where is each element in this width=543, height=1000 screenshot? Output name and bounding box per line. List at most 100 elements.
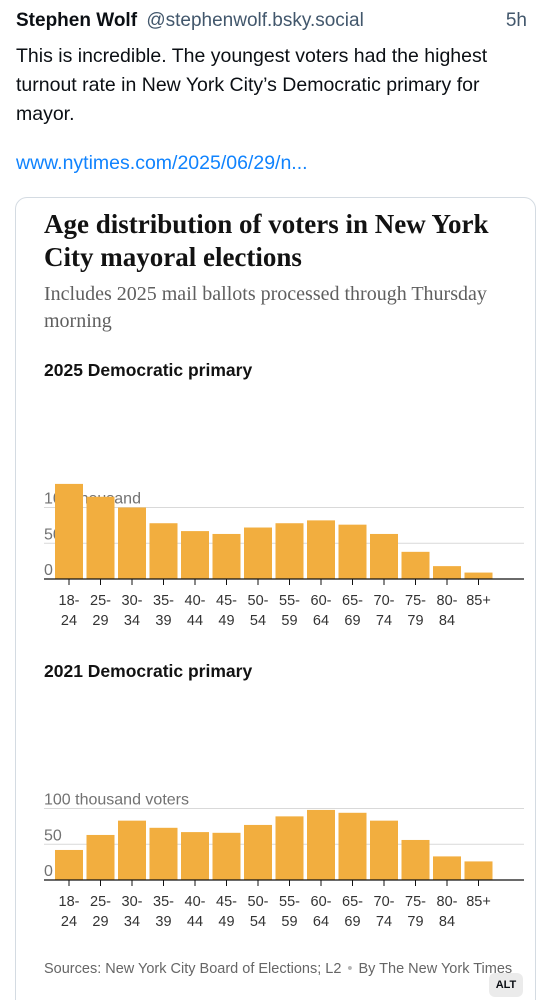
x-tick-label: 84 [439,613,455,629]
chart-2025-title: 2025 Democratic primary [44,360,253,380]
bar [118,820,146,880]
x-tick-label: 85+ [466,894,491,910]
chart-2021-title: 2021 Democratic primary [44,661,253,681]
x-tick-label: 65- [342,593,363,609]
x-tick-label: 30- [122,593,143,609]
x-tick-label: 39 [155,613,171,629]
bar [401,839,430,880]
bar [86,496,115,579]
y-tick-label: 0 [44,562,53,579]
x-tick-label: 84 [439,914,455,930]
x-tick-label: 65- [342,894,363,910]
x-tick-label: 24 [61,914,77,930]
bar [212,832,241,880]
x-tick-label: 69 [344,613,360,629]
y-tick-label: 0 [44,863,53,880]
bar [433,566,461,579]
x-tick-label: 18- [59,894,80,910]
x-tick-label: 54 [250,914,266,930]
x-tick-label: 64 [313,914,329,930]
x-tick-label: 79 [407,914,423,930]
x-tick-label: 75- [405,593,426,609]
post-header: Stephen Wolf @stephenwolf.bsky.social 5h [16,10,535,36]
x-tick-label: 74 [376,914,392,930]
bar [244,824,272,880]
x-tick-label: 30- [122,894,143,910]
bar [212,533,241,579]
x-tick-label: 34 [124,914,140,930]
x-tick-label: 70- [374,894,395,910]
x-tick-label: 59 [281,914,297,930]
author-handle[interactable]: @stephenwolf.bsky.social [146,10,364,31]
bar [149,523,178,579]
byline-text: By The New York Times [358,961,513,977]
bar [244,527,272,579]
bar [338,524,367,579]
bar [275,523,304,579]
x-tick-label: 69 [344,914,360,930]
x-tick-label: 35- [153,894,174,910]
x-tick-label: 35- [153,593,174,609]
bar [464,861,493,880]
x-tick-label: 44 [187,613,203,629]
x-tick-label: 49 [218,914,234,930]
bar [149,827,178,880]
bar [275,816,304,880]
bar [55,483,83,579]
bar [307,520,335,579]
bar [464,572,493,579]
y-tick-label: 100 thousand voters [44,792,189,809]
x-tick-label: 60- [311,894,332,910]
x-tick-label: 29 [92,914,108,930]
bar [307,809,335,880]
x-tick-label: 54 [250,613,266,629]
x-tick-label: 79 [407,613,423,629]
x-tick-label: 75- [405,894,426,910]
bar [370,820,398,880]
source-text: Sources: New York City Board of Election… [44,961,342,977]
x-tick-label: 74 [376,613,392,629]
x-tick-label: 60- [311,593,332,609]
source-separator: • [347,961,353,977]
x-tick-label: 45- [216,593,237,609]
x-tick-label: 29 [92,613,108,629]
x-tick-label: 70- [374,593,395,609]
y-tick-label: 50 [44,827,62,844]
bar [433,856,461,880]
x-tick-label: 34 [124,613,140,629]
x-tick-label: 55- [279,894,300,910]
x-tick-label: 85+ [466,593,491,609]
x-tick-label: 45- [216,894,237,910]
post-timestamp[interactable]: 5h [505,10,527,31]
x-tick-label: 39 [155,914,171,930]
x-tick-label: 55- [279,593,300,609]
chart-title: Age distribution of voters in New York C… [44,209,489,272]
x-tick-label: 49 [218,613,234,629]
x-tick-label: 25- [90,894,111,910]
bar [370,533,398,579]
x-tick-label: 44 [187,914,203,930]
x-tick-label: 80- [437,593,458,609]
x-tick-label: 50- [248,593,269,609]
bar [401,551,430,579]
post-link[interactable]: www.nytimes.com/2025/06/29/n... [16,152,308,174]
post-text: This is incredible. The youngest voters … [16,45,488,125]
x-tick-label: 80- [437,894,458,910]
bar [181,832,209,880]
chart-subtitle: Includes 2025 mail ballots processed thr… [44,283,487,332]
author-name[interactable]: Stephen Wolf [16,10,138,31]
chart-2021-democratic-primary: 0 50 100 thousand voters 18- 24 25- 29 30- 34 35-… [44,792,524,930]
embedded-chart-image[interactable]: Age distribution of voters in New York C… [15,197,536,1000]
bar [86,834,115,880]
x-tick-label: 64 [313,613,329,629]
x-tick-label: 24 [61,613,77,629]
x-tick-label: 40- [185,894,206,910]
bar [55,849,83,880]
x-tick-label: 50- [248,894,269,910]
x-tick-label: 59 [281,613,297,629]
bar [338,812,367,880]
x-tick-label: 18- [59,593,80,609]
alt-text-button[interactable]: ALT [489,973,523,997]
bar [181,531,209,579]
